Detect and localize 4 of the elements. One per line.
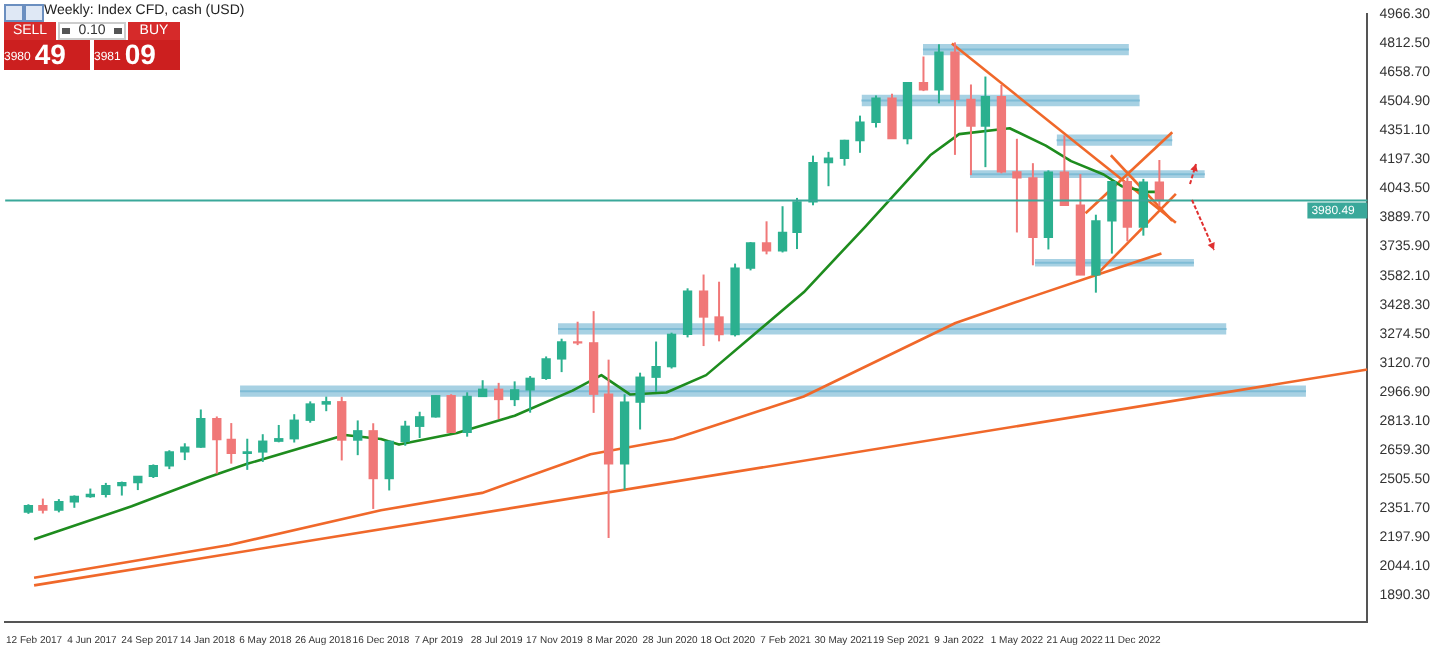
annotation: 3981 [94,52,121,64]
annotation: 49 [34,38,66,70]
annotation: 09 [124,38,156,70]
annotation: 3980 [4,52,31,64]
